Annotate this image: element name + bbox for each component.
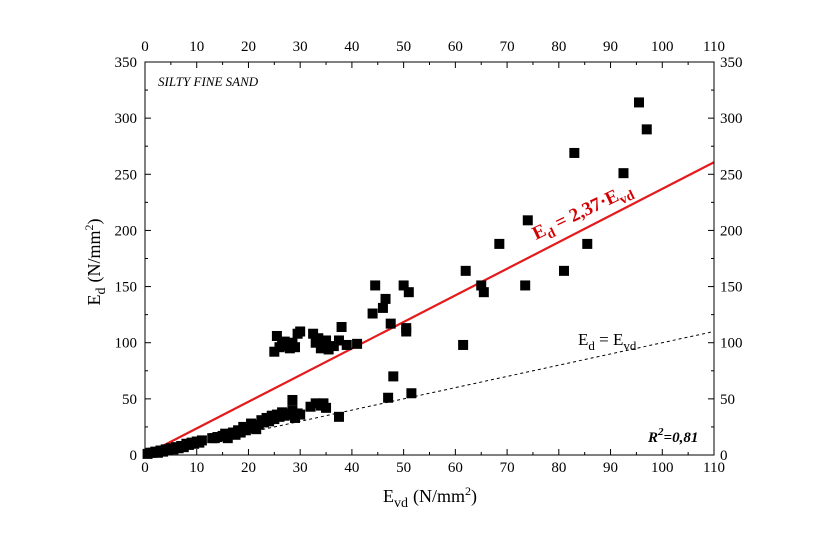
data-point bbox=[197, 435, 207, 445]
x-tick-label-bottom: 40 bbox=[344, 460, 359, 476]
data-point bbox=[321, 403, 331, 413]
data-point bbox=[388, 371, 398, 381]
x-tick-label-top: 0 bbox=[141, 39, 149, 55]
data-point bbox=[404, 287, 414, 297]
data-point bbox=[569, 148, 579, 158]
data-point bbox=[642, 124, 652, 134]
data-point bbox=[370, 280, 380, 290]
data-point bbox=[368, 309, 378, 319]
y-tick-label-left: 150 bbox=[115, 280, 138, 296]
r-squared-label: R2=0,81 bbox=[647, 426, 698, 446]
x-tick-label-bottom: 50 bbox=[396, 460, 411, 476]
data-point bbox=[461, 266, 471, 276]
data-point bbox=[295, 326, 305, 336]
x-axis-title: Evd (N/mm2) bbox=[383, 484, 477, 511]
data-point bbox=[342, 340, 352, 350]
ticks-layer: 0010102020303040405050606070708080909010… bbox=[115, 39, 743, 476]
y-tick-label-right: 250 bbox=[720, 167, 743, 183]
x-tick-label-top: 60 bbox=[448, 39, 463, 55]
fit-line bbox=[145, 162, 714, 455]
x-tick-label-top: 90 bbox=[603, 39, 618, 55]
y-tick-label-left: 50 bbox=[122, 392, 137, 408]
data-point bbox=[337, 322, 347, 332]
x-tick-label-bottom: 100 bbox=[651, 460, 674, 476]
y-tick-label-right: 350 bbox=[720, 55, 743, 71]
data-point bbox=[378, 303, 388, 313]
x-tick-label-bottom: 90 bbox=[603, 460, 618, 476]
data-point bbox=[479, 287, 489, 297]
plot-frame bbox=[145, 62, 714, 455]
x-tick-label-bottom: 30 bbox=[293, 460, 308, 476]
x-tick-label-bottom: 20 bbox=[241, 460, 256, 476]
data-point bbox=[618, 168, 628, 178]
y-tick-label-right: 300 bbox=[720, 111, 743, 127]
data-point bbox=[287, 395, 297, 405]
data-point bbox=[383, 393, 393, 403]
y-tick-label-right: 200 bbox=[720, 223, 743, 239]
y-tick-label-left: 100 bbox=[115, 336, 138, 352]
x-tick-label-top: 30 bbox=[293, 39, 308, 55]
points-layer bbox=[143, 97, 652, 458]
x-tick-label-top: 70 bbox=[500, 39, 515, 55]
y-tick-label-left: 200 bbox=[115, 223, 138, 239]
x-tick-label-top: 80 bbox=[551, 39, 566, 55]
x-tick-label-top: 40 bbox=[344, 39, 359, 55]
data-point bbox=[406, 388, 416, 398]
x-tick-label-top: 100 bbox=[651, 39, 674, 55]
data-point bbox=[401, 323, 411, 333]
data-point bbox=[381, 294, 391, 304]
x-tick-label-bottom: 0 bbox=[141, 460, 149, 476]
y-tick-label-left: 300 bbox=[115, 111, 138, 127]
y-tick-label-left: 0 bbox=[130, 448, 138, 464]
y-tick-label-left: 350 bbox=[115, 55, 138, 71]
data-point bbox=[290, 342, 300, 352]
data-point bbox=[334, 412, 344, 422]
x-tick-label-top: 10 bbox=[189, 39, 204, 55]
data-point bbox=[559, 266, 569, 276]
x-tick-label-bottom: 60 bbox=[448, 460, 463, 476]
y-tick-label-right: 0 bbox=[720, 448, 728, 464]
y-tick-label-left: 250 bbox=[115, 167, 138, 183]
chart-title: SILTY FINE SAND bbox=[158, 74, 259, 89]
data-point bbox=[520, 280, 530, 290]
data-point bbox=[582, 239, 592, 249]
y-tick-label-right: 50 bbox=[720, 392, 735, 408]
lines-layer bbox=[145, 162, 714, 455]
data-point bbox=[386, 319, 396, 329]
x-tick-label-bottom: 10 bbox=[189, 460, 204, 476]
y-tick-label-right: 100 bbox=[720, 336, 743, 352]
scatter-chart: 0010102020303040405050606070708080909010… bbox=[0, 0, 820, 551]
identity-line-label: Ed = Evd bbox=[578, 330, 637, 353]
data-point bbox=[494, 239, 504, 249]
data-point bbox=[458, 340, 468, 350]
fit-line-label: Ed = 2,37·Evd bbox=[529, 179, 637, 248]
x-tick-label-top: 50 bbox=[396, 39, 411, 55]
x-tick-label-top: 20 bbox=[241, 39, 256, 55]
x-tick-label-bottom: 70 bbox=[500, 460, 515, 476]
data-point bbox=[634, 97, 644, 107]
x-tick-label-bottom: 80 bbox=[551, 460, 566, 476]
y-tick-label-right: 150 bbox=[720, 280, 743, 296]
data-point bbox=[352, 339, 362, 349]
y-axis-title: Ed(N/mm2) bbox=[82, 219, 109, 306]
x-tick-label-top: 110 bbox=[703, 39, 725, 55]
data-point bbox=[295, 410, 305, 420]
